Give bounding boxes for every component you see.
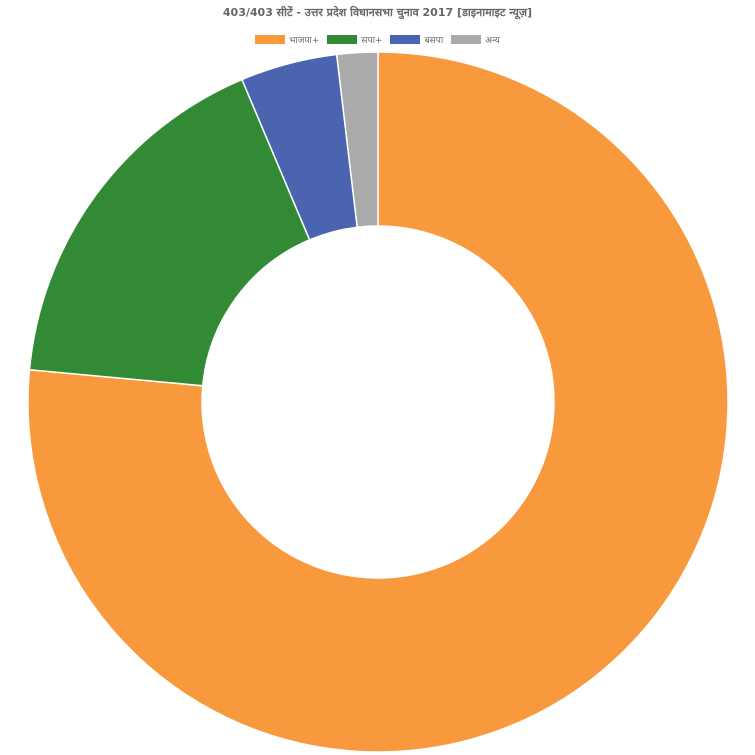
legend-label: भाजपा+ <box>289 36 320 46</box>
legend-item-bjp[interactable]: भाजपा+ <box>255 33 319 46</box>
chart-title: 403/403 सीटें - उत्तर प्रदेश विधानसभा चु… <box>222 6 533 19</box>
legend-swatch <box>390 35 421 44</box>
slice-other[interactable] <box>335 51 379 229</box>
legend: भाजपा+ सपा+ बसपा अन्य <box>0 33 755 46</box>
slice-sp[interactable] <box>28 78 311 387</box>
legend-item-bsp[interactable]: बसपा <box>390 33 443 46</box>
legend-swatch <box>327 35 358 44</box>
slice-bjp[interactable] <box>27 51 729 753</box>
legend-item-other[interactable]: अन्य <box>451 33 500 46</box>
legend-label: अन्य <box>485 36 500 46</box>
legend-item-sp[interactable]: सपा+ <box>327 33 382 46</box>
legend-label: सपा+ <box>361 36 383 46</box>
legend-swatch <box>451 35 482 44</box>
legend-swatch <box>255 35 286 44</box>
legend-label: बसपा <box>424 36 444 46</box>
